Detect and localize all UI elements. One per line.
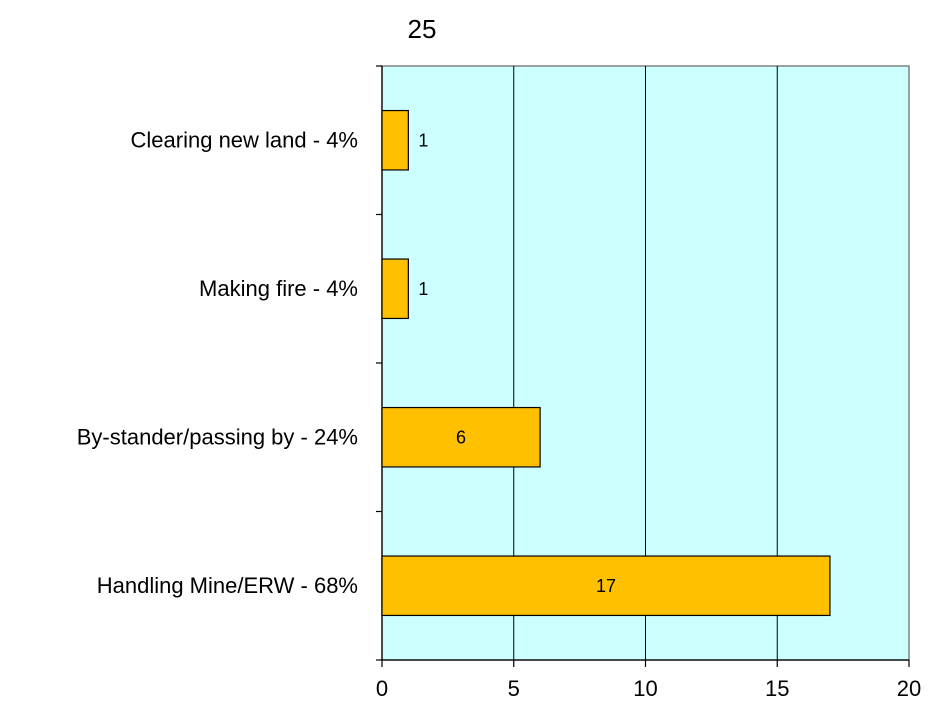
bar [381, 555, 831, 617]
x-tick-label: 5 [508, 676, 520, 701]
bar [381, 109, 409, 171]
data-label: 1 [418, 130, 428, 150]
category-label: By-stander/passing by - 24% [77, 424, 358, 449]
x-tick-label: 10 [633, 676, 657, 701]
data-label: 6 [456, 427, 466, 447]
labels: 0 5 10 15 20 Clearing new land - 4% 1 Making fi… [77, 127, 922, 701]
chart-title: 25 [408, 14, 437, 44]
x-tick-label: 20 [897, 676, 921, 701]
data-label: 17 [596, 576, 616, 596]
x-tick-label: 15 [765, 676, 789, 701]
data-label: 1 [418, 279, 428, 299]
category-label: Clearing new land - 4% [131, 127, 358, 152]
category-label: Handling Mine/ERW - 68% [97, 573, 358, 598]
bars [381, 109, 831, 617]
x-tick-label: 0 [376, 676, 388, 701]
bar [381, 258, 409, 320]
category-label: Making fire - 4% [199, 276, 358, 301]
bar [381, 406, 541, 468]
